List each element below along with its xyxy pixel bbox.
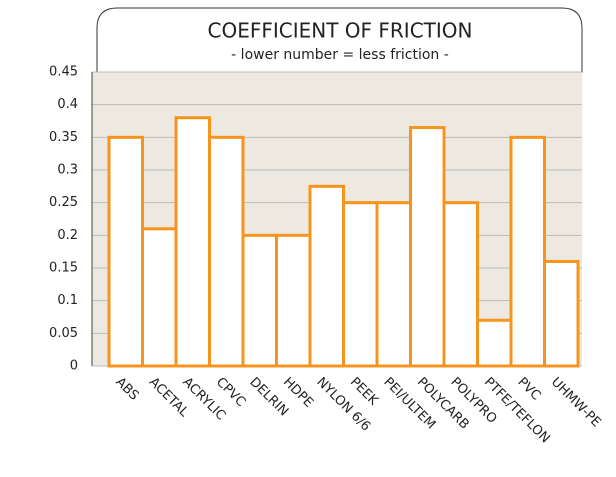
chart-title: COEFFICIENT OF FRICTION — [208, 19, 473, 43]
chart-subtitle: - lower number = less friction - — [231, 47, 449, 63]
bar — [308, 184, 345, 368]
y-tick-label: 0.45 — [49, 65, 78, 80]
x-tick-label: ABS — [112, 375, 141, 404]
bar — [241, 233, 278, 368]
bar — [509, 135, 546, 368]
y-tick-label: 0 — [70, 359, 78, 374]
y-tick-label: 0.1 — [57, 293, 78, 308]
bar — [543, 259, 580, 368]
y-tick-label: 0.2 — [57, 228, 78, 243]
bar — [174, 116, 211, 368]
y-tick-label: 0.3 — [57, 163, 78, 178]
y-tick-label: 0.4 — [57, 97, 78, 112]
bar — [442, 201, 479, 368]
bar — [208, 135, 245, 368]
y-tick-label: 0.25 — [49, 195, 78, 210]
bar — [275, 233, 312, 368]
x-tick-label: UHMW-PE — [548, 375, 604, 431]
bar — [107, 135, 144, 368]
bar — [476, 318, 513, 368]
bar — [375, 201, 412, 368]
y-tick-label: 0.05 — [49, 326, 78, 341]
y-tick-label: 0.35 — [49, 130, 78, 145]
bar — [141, 227, 178, 368]
x-tick-label: PVC — [514, 375, 543, 404]
bar — [342, 201, 379, 368]
bar — [409, 126, 446, 368]
title-box — [96, 7, 583, 73]
y-tick-label: 0.15 — [49, 261, 78, 276]
